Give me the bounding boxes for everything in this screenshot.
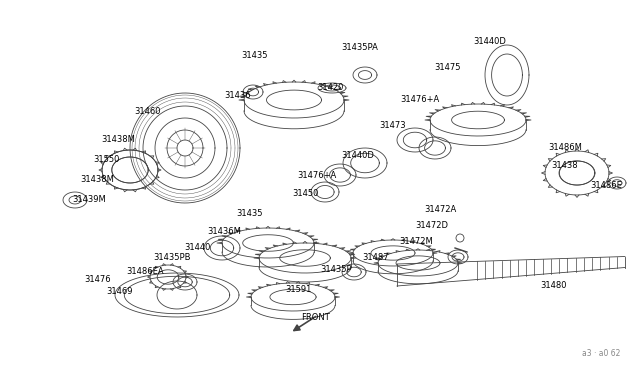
Text: 31435PA: 31435PA — [342, 44, 378, 52]
Text: 31475: 31475 — [435, 64, 461, 73]
Text: 31435: 31435 — [242, 51, 268, 60]
Text: 31550: 31550 — [93, 155, 119, 164]
Text: 31486M: 31486M — [548, 144, 582, 153]
Text: 31436: 31436 — [225, 90, 252, 99]
Text: 31438: 31438 — [552, 161, 579, 170]
Text: a3 · a0 62: a3 · a0 62 — [582, 349, 620, 358]
Text: 31486EA: 31486EA — [126, 267, 164, 276]
Text: 31460: 31460 — [135, 108, 161, 116]
Text: 31440D: 31440D — [474, 38, 506, 46]
Text: 31435: 31435 — [237, 208, 263, 218]
Text: FRONT: FRONT — [301, 314, 330, 323]
Text: 31472A: 31472A — [424, 205, 456, 215]
Text: 31476+A: 31476+A — [298, 170, 337, 180]
Text: 31472M: 31472M — [399, 237, 433, 247]
Text: 31435P: 31435P — [320, 266, 352, 275]
Text: 31440: 31440 — [184, 243, 210, 251]
Text: 31591: 31591 — [285, 285, 311, 295]
Text: 31438M: 31438M — [80, 176, 114, 185]
Text: 31473: 31473 — [380, 122, 406, 131]
Text: 31476+A: 31476+A — [401, 96, 440, 105]
Text: 31439M: 31439M — [72, 196, 106, 205]
Text: 31487: 31487 — [363, 253, 389, 263]
Text: 31480: 31480 — [541, 280, 567, 289]
Text: 31440D: 31440D — [342, 151, 374, 160]
Text: 31476: 31476 — [84, 276, 111, 285]
Text: 31436M: 31436M — [207, 228, 241, 237]
Text: 31486E: 31486E — [590, 180, 622, 189]
Text: 31472D: 31472D — [415, 221, 449, 230]
Text: 31435PB: 31435PB — [153, 253, 191, 263]
Text: 31438M: 31438M — [101, 135, 135, 144]
Text: 31450: 31450 — [292, 189, 318, 198]
Text: 31469: 31469 — [107, 288, 133, 296]
Text: 31420: 31420 — [317, 83, 343, 93]
